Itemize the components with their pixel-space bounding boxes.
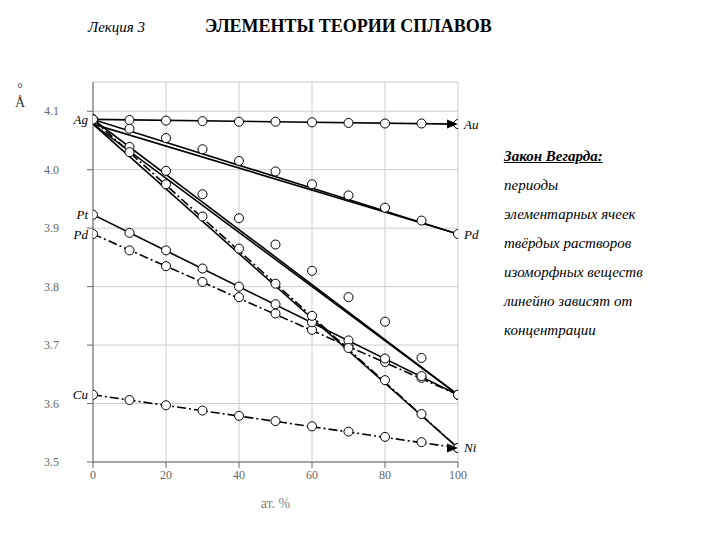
svg-text:20: 20	[160, 468, 172, 482]
svg-text:60: 60	[306, 468, 318, 482]
html-text:твёрдых растворов: твёрдых растворов	[504, 235, 632, 251]
html-text:Закон Вегарда:: Закон Вегарда:	[504, 148, 603, 164]
html-text:элементарных ячеек: элементарных ячеек	[504, 206, 636, 222]
svg-text:3.9: 3.9	[44, 221, 59, 235]
svg-text:Pt: Pt	[75, 207, 88, 222]
svg-text:°: °	[17, 81, 23, 96]
svg-text:3.6: 3.6	[44, 397, 59, 411]
svg-text:3.8: 3.8	[44, 280, 59, 294]
svg-text:Pd: Pd	[463, 227, 479, 242]
html-text:периоды: периоды	[504, 177, 559, 193]
svg-text:40: 40	[233, 468, 245, 482]
svg-text:100: 100	[449, 468, 467, 482]
html-text:ЭЛЕМЕНТЫ ТЕОРИИ СПЛАВОВ: ЭЛЕМЕНТЫ ТЕОРИИ СПЛАВОВ	[205, 16, 492, 36]
html-text:концентрации: концентрации	[504, 322, 596, 338]
svg-text:80: 80	[379, 468, 391, 482]
svg-text:3.7: 3.7	[44, 338, 59, 352]
html-text:Лекция 3: Лекция 3	[88, 19, 146, 35]
svg-text:Cu: Cu	[73, 387, 89, 402]
svg-text:Ni: Ni	[463, 440, 477, 455]
html-text:линейно зависят от: линейно зависят от	[504, 293, 633, 309]
svg-text:4.0: 4.0	[44, 163, 59, 177]
svg-text:0: 0	[90, 468, 96, 482]
html-text:изоморфных веществ: изоморфных веществ	[504, 264, 643, 280]
svg-text:Au: Au	[463, 117, 479, 132]
svg-text:3.5: 3.5	[44, 455, 59, 469]
svg-text:Ag: Ag	[73, 112, 89, 127]
svg-text:4.1: 4.1	[44, 104, 59, 118]
svg-text:Å: Å	[15, 95, 26, 110]
svg-text:Pd: Pd	[73, 227, 89, 242]
svg-text:ат. %: ат. %	[261, 496, 291, 511]
